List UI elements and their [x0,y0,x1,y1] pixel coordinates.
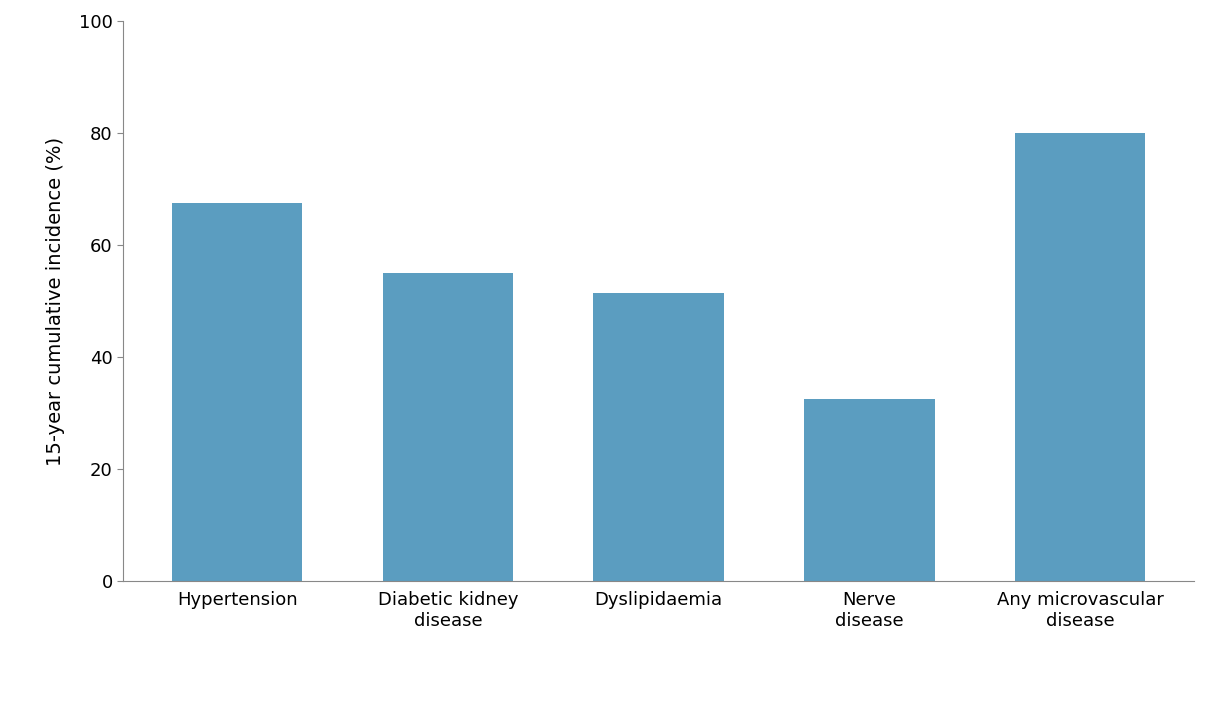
Bar [804,399,934,581]
Bar [383,274,513,581]
Y-axis label: 15-year cumulative incidence (%): 15-year cumulative incidence (%) [46,137,65,466]
Bar [172,203,303,581]
Bar [1014,133,1145,581]
Bar [593,293,724,581]
